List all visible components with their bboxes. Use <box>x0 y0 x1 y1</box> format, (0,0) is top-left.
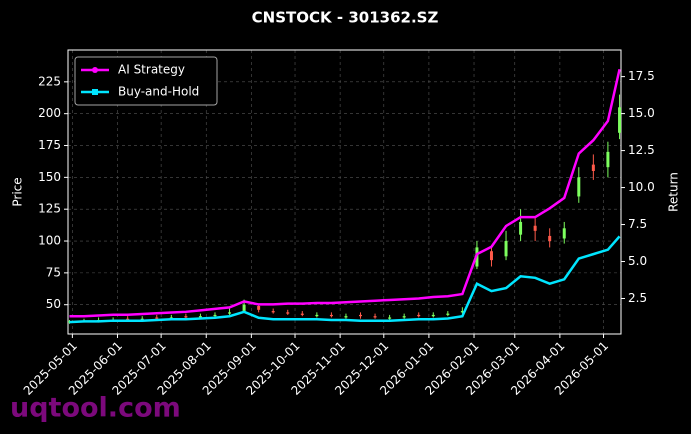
y2-tick-label: 12.5 <box>628 143 655 157</box>
y-tick-label: 200 <box>38 106 61 120</box>
y2-tick-label: 10.0 <box>628 180 655 194</box>
legend-label: Buy-and-Hold <box>118 85 199 99</box>
candle-body <box>373 316 377 318</box>
candle-body <box>431 314 435 317</box>
plot-frame <box>67 49 622 335</box>
y2-tick-label: 7.5 <box>628 217 647 231</box>
candle-body <box>271 311 275 313</box>
y2-axis-label: Return <box>667 172 681 212</box>
candle-body <box>460 311 464 313</box>
legend: AI Strategy Buy-and-Hold <box>74 56 218 106</box>
candle-body <box>417 314 421 317</box>
candle-body <box>577 177 581 197</box>
candle-body <box>198 316 202 318</box>
candle-body <box>446 313 450 315</box>
candle-body <box>618 107 622 133</box>
return-line <box>69 68 621 318</box>
candle-body <box>286 312 290 314</box>
candle-body <box>504 241 508 257</box>
candle-body <box>548 235 552 242</box>
candle-body <box>489 251 493 261</box>
candle-body <box>315 314 319 317</box>
candle-body <box>257 305 261 310</box>
y-tick-label: 50 <box>46 297 61 311</box>
candle-body <box>606 151 610 168</box>
candle-body <box>533 225 537 231</box>
y2-tick-label: 17.5 <box>628 69 655 83</box>
candle-body <box>213 314 217 317</box>
candle-body <box>155 317 159 319</box>
y-tick-label: 150 <box>38 170 61 184</box>
y2-tick-label: 5.0 <box>628 254 647 268</box>
y2-tick-label: 2.5 <box>628 291 647 305</box>
candle-body <box>140 318 144 320</box>
candle-body <box>300 313 304 315</box>
legend-box <box>74 56 218 106</box>
y-tick-label: 125 <box>38 202 61 216</box>
candle-body <box>344 316 348 318</box>
candle-body <box>388 317 392 319</box>
return-line <box>69 235 621 324</box>
candle-body <box>242 304 246 312</box>
y-tick-label: 100 <box>38 234 61 248</box>
y-tick-label: 225 <box>38 74 61 88</box>
candle-body <box>402 316 406 318</box>
watermark: uqtool.com <box>10 393 181 424</box>
candle-body <box>329 314 333 317</box>
legend-marker <box>92 89 98 95</box>
y-axis-label: Price <box>11 177 25 206</box>
candle-body <box>519 221 523 235</box>
candle-body <box>184 316 188 318</box>
legend-marker <box>92 67 98 73</box>
candle-body <box>228 312 232 314</box>
candle-body <box>126 318 130 320</box>
candle-body <box>562 228 566 239</box>
candle-body <box>359 314 363 317</box>
legend-label: AI Strategy <box>118 63 185 77</box>
chart-title: CNSTOCK - 301362.SZ <box>252 9 439 27</box>
y-tick-label: 75 <box>46 265 61 279</box>
y-tick-label: 175 <box>38 138 61 152</box>
y2-tick-label: 15.0 <box>628 106 655 120</box>
candle-body <box>591 164 595 171</box>
